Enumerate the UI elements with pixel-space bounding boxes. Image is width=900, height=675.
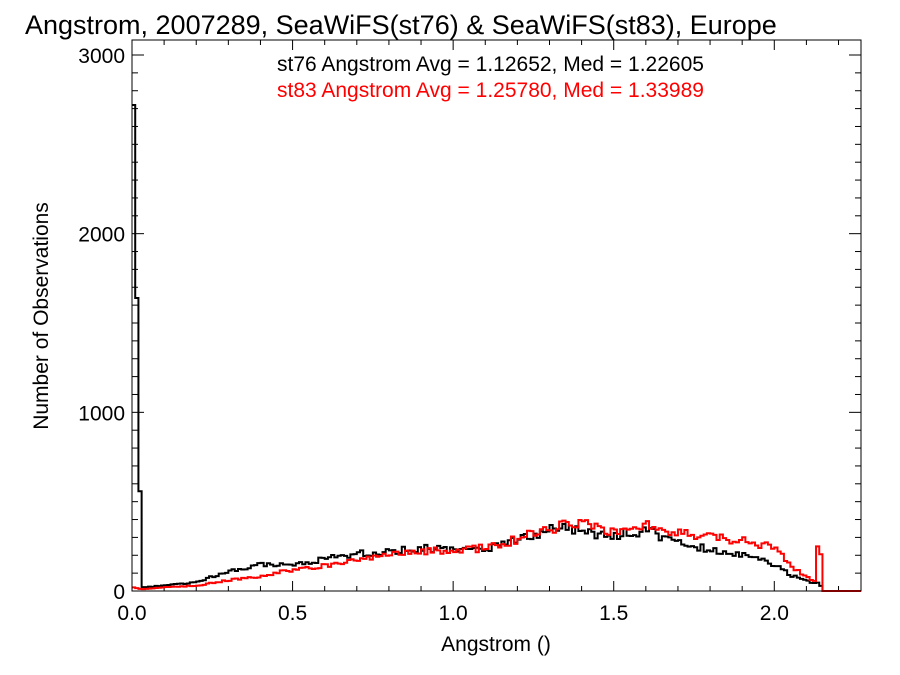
x-tick-label: 0.5	[278, 602, 307, 625]
plot-frame	[131, 39, 862, 592]
axis-ticks	[131, 40, 861, 592]
legend-annotation-st83: st83 Angstrom Avg = 1.25780, Med = 1.339…	[277, 79, 704, 102]
y-axis-label: Number of Observations	[30, 202, 53, 430]
x-tick-label: 2.0	[760, 602, 789, 625]
x-tick-label: 1.5	[599, 602, 628, 625]
x-tick-label: 1.0	[439, 602, 468, 625]
y-tick-label: 2000	[78, 224, 125, 247]
series-line-st83	[132, 519, 861, 592]
x-axis-label: Angstrom ()	[441, 633, 551, 656]
chart-title: Angstrom, 2007289, SeaWiFS(st76) & SeaWi…	[25, 10, 777, 40]
series-layer	[132, 104, 861, 592]
legend-annotation-st76: st76 Angstrom Avg = 1.12652, Med = 1.226…	[277, 53, 704, 76]
y-tick-label: 1000	[78, 402, 125, 425]
y-tick-label: 3000	[78, 45, 125, 68]
tick-labels: 0.0 0.5 1.0 1.5 2.0 0 1000 2000 3000	[78, 45, 789, 625]
y-tick-label: 0	[113, 581, 125, 604]
x-tick-label: 0.0	[117, 602, 146, 625]
series-line-st76	[132, 104, 861, 592]
